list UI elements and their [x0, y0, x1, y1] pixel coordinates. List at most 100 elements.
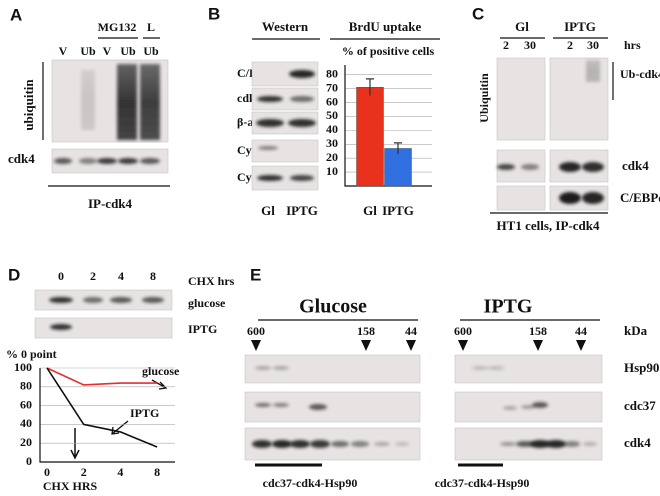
blot [251, 139, 319, 163]
time-label: 30 [587, 38, 599, 52]
marker-label: 600 [454, 324, 472, 338]
band [532, 402, 548, 408]
x-tick-label: 4 [117, 465, 123, 479]
section-title: Western [262, 19, 309, 34]
band [289, 70, 315, 78]
band [290, 96, 314, 102]
series-line [46, 367, 158, 448]
y-tick-label: 80 [20, 379, 32, 393]
lane-label: IPTG [286, 203, 318, 218]
blot-label: cdk4 [8, 151, 35, 166]
band [79, 158, 97, 164]
band [54, 158, 72, 164]
marker-label: 44 [575, 324, 587, 338]
arrow [111, 420, 129, 435]
marker-label: 600 [247, 324, 265, 338]
y-tick-label: 40 [20, 416, 32, 430]
band [118, 158, 138, 164]
axis-title: % 0 point [6, 347, 57, 361]
band [530, 440, 550, 448]
y-tick-label: 60 [20, 397, 32, 411]
band [273, 366, 289, 370]
band [374, 442, 390, 446]
y-tick-label: 100 [14, 360, 32, 374]
band [309, 404, 327, 410]
band [258, 146, 278, 150]
x-tick-label: IPTG [382, 203, 414, 218]
blot [251, 87, 319, 111]
y-tick-label: 50 [326, 108, 338, 122]
series-label: glucose [142, 364, 180, 378]
lane-label: 4 [118, 269, 124, 283]
condition-label: Gl [515, 19, 529, 34]
blot [496, 57, 546, 141]
marker-label: 158 [357, 324, 375, 338]
condition-label: IPTG [484, 296, 533, 318]
band [488, 366, 504, 370]
y-tick-label: 80 [326, 66, 338, 80]
lane-label: Ub [120, 44, 136, 58]
marker-label: 44 [405, 324, 417, 338]
treatment-label: L [147, 20, 155, 34]
y-tick-label: 10 [326, 164, 338, 178]
band [582, 192, 604, 204]
band [582, 162, 604, 172]
lane-label: V [103, 44, 112, 58]
band [310, 440, 330, 448]
band [564, 441, 580, 447]
band [140, 158, 160, 164]
marker-arrows [251, 340, 586, 351]
band [110, 297, 132, 303]
band [255, 366, 271, 370]
blot [244, 391, 421, 423]
band [472, 366, 488, 370]
blot-label: glucose [188, 296, 226, 310]
y-tick-label: 20 [326, 150, 338, 164]
blot-label: C/EBPα [620, 190, 660, 205]
caption: HT1 cells, IP-cdk4 [497, 218, 600, 233]
x-tick-label: 2 [81, 465, 87, 479]
blot [244, 354, 421, 384]
band [395, 442, 409, 446]
chart-title: BrdU uptake [349, 19, 422, 34]
band [290, 175, 314, 181]
blot-label: ubiquitin [21, 79, 36, 131]
blot [496, 185, 546, 211]
y-tick-label: 0 [26, 454, 32, 468]
time-label: 2 [503, 38, 509, 52]
band [331, 441, 349, 447]
band [503, 406, 517, 410]
band [273, 403, 289, 407]
series-label: IPTG [130, 406, 159, 420]
blot [251, 111, 319, 135]
panel-label: C [472, 4, 484, 23]
x-tick-label: 0 [44, 465, 50, 479]
marker-label: 158 [529, 324, 547, 338]
band [500, 442, 516, 446]
series-line [46, 367, 158, 386]
smear [140, 64, 160, 140]
condition-label: Glucose [299, 296, 367, 318]
bar [356, 87, 384, 187]
band [252, 440, 272, 448]
band [49, 297, 73, 303]
band [559, 162, 581, 172]
blot-label: cdk4 [624, 435, 651, 450]
smear [81, 70, 95, 130]
band [97, 158, 117, 164]
lane-label: Ub [80, 44, 96, 58]
band [142, 297, 164, 303]
unit-label: kDa [624, 323, 648, 338]
lane-label: V [59, 44, 68, 58]
lane-label: 8 [150, 269, 156, 283]
lane-label: 2 [90, 269, 96, 283]
caption: IP-cdk4 [88, 196, 133, 211]
panel-label: E [250, 265, 261, 284]
y-tick-label: 30 [326, 136, 338, 150]
blot-label: Hsp90 [624, 360, 659, 375]
band [288, 119, 316, 127]
band [257, 175, 283, 181]
y-tick-label: 60 [326, 94, 338, 108]
band [83, 297, 103, 303]
